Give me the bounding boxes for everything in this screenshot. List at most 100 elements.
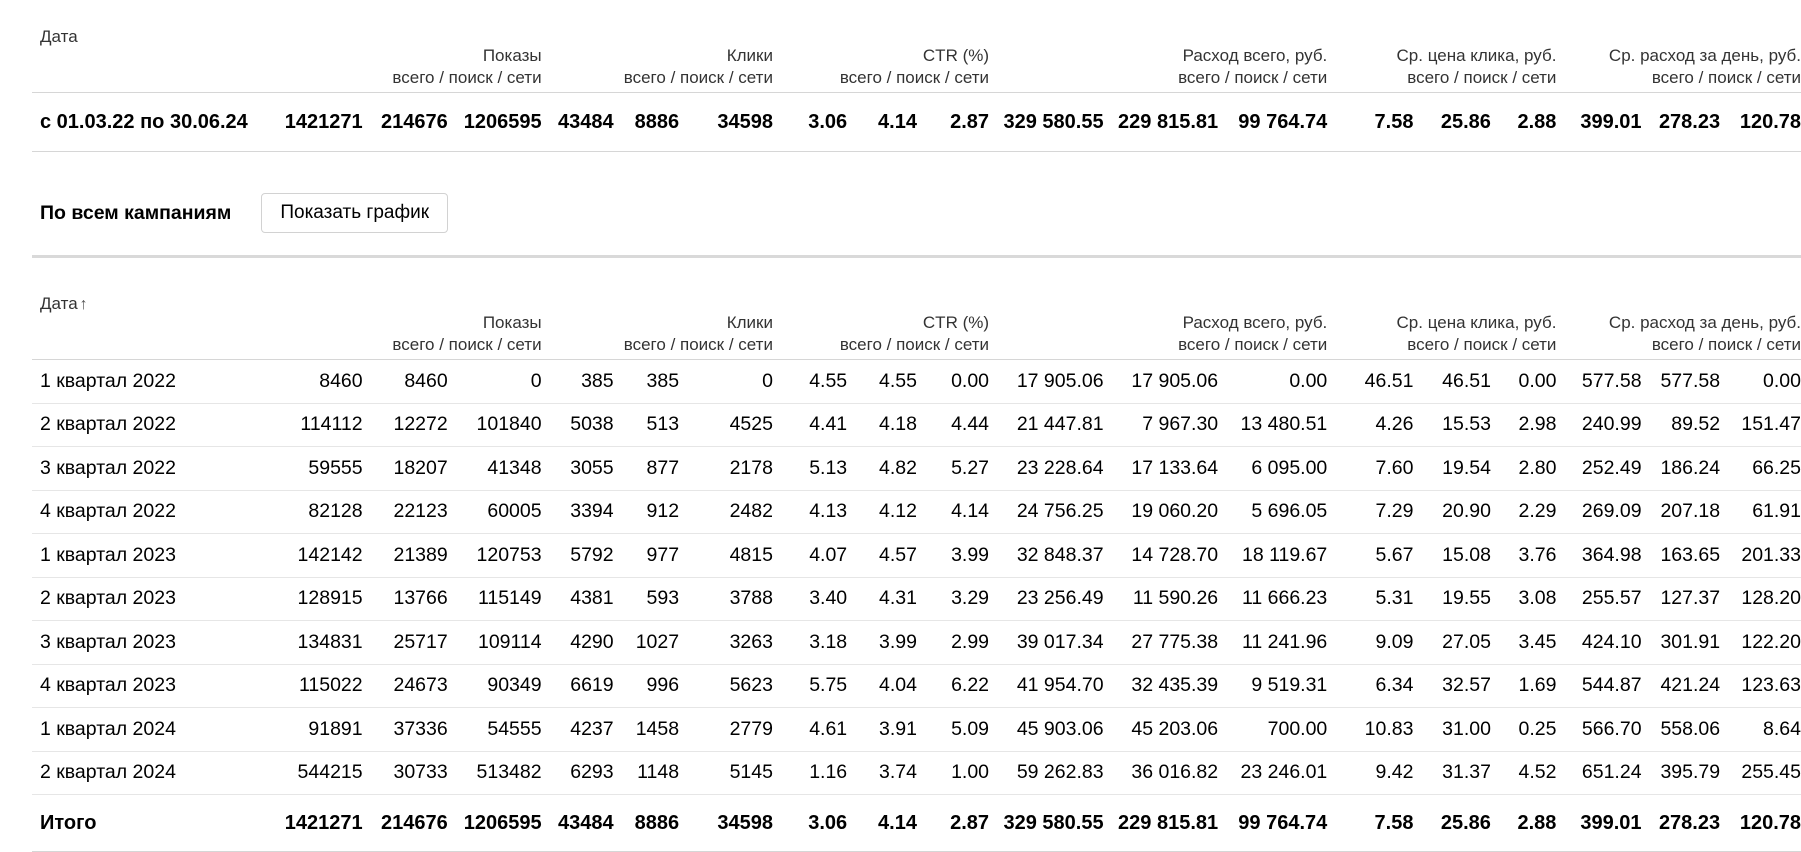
daily-sub-label: всего / поиск / сети (1651, 68, 1801, 87)
row-value-cell: 651.24 (1581, 761, 1642, 784)
col-date-header: Дата (32, 14, 259, 93)
row-value-cell: 7.60 (1375, 456, 1414, 479)
row-value-cell: 0 (530, 369, 542, 392)
row-value-cell: 101840 (476, 413, 542, 436)
row-value-cell: 114112 (300, 413, 363, 436)
col-date-sort-header[interactable]: Дата ↑ (32, 281, 259, 360)
row-value-cell: 5.31 (1375, 587, 1414, 610)
row-value-cell: 558.06 (1660, 717, 1721, 740)
total-cell: 4.14 (878, 811, 917, 834)
row-value-cell: 240.99 (1581, 413, 1642, 436)
table-row: 4 квартал 2022 82128 22123 60005 3394 912 2482… (32, 490, 1801, 534)
row-value-cell: 385 (646, 369, 680, 392)
row-value-cell: 255.45 (1741, 761, 1801, 784)
row-value-cell: 4.82 (879, 456, 917, 479)
row-period-cell: 4 квартал 2023 (40, 674, 176, 697)
total-cell: 2.87 (950, 811, 990, 834)
row-value-cell: 122.20 (1741, 630, 1801, 653)
row-value-cell: 8.64 (1763, 717, 1801, 740)
section-title: По всем кампаниям (40, 201, 232, 224)
row-value-cell: 0.25 (1518, 717, 1557, 740)
row-value-cell: 109114 (477, 630, 542, 653)
col-cpc-header: Ср. цена клика, руб. всего / поиск / сети (1327, 14, 1557, 93)
clicks-sub-label: всего / поиск / сети (623, 335, 773, 354)
col-daily-header: Ср. расход за день, руб. всего / поиск / … (1556, 281, 1801, 360)
row-value-cell: 82128 (308, 500, 363, 523)
row-value-cell: 269.09 (1581, 500, 1642, 523)
row-value-cell: 3055 (570, 456, 614, 479)
row-value-cell: 1.00 (951, 761, 990, 784)
summary-cell: 2.87 (950, 110, 990, 133)
row-value-cell: 201.33 (1741, 543, 1801, 566)
row-value-cell: 4815 (729, 543, 773, 566)
col-impressions-header: Показы всего / поиск / сети (259, 14, 541, 93)
row-value-cell: 89.52 (1671, 413, 1721, 436)
row-value-cell: 54555 (487, 717, 542, 740)
row-value-cell: 5.75 (809, 674, 848, 697)
row-value-cell: 4.55 (879, 369, 917, 392)
row-value-cell: 4290 (570, 630, 614, 653)
row-value-cell: 17 905.06 (1016, 369, 1104, 392)
row-value-cell: 3.99 (951, 543, 990, 566)
summary-cell: 4.14 (878, 110, 917, 133)
row-value-cell: 134831 (297, 630, 363, 653)
row-value-cell: 395.79 (1660, 761, 1721, 784)
row-value-cell: 27 775.38 (1131, 630, 1219, 653)
row-value-cell: 66.25 (1752, 456, 1801, 479)
row-value-cell: 31.00 (1442, 717, 1491, 740)
row-value-cell: 996 (646, 674, 680, 697)
row-period-cell: 3 квартал 2022 (40, 456, 176, 479)
table-row: 3 квартал 2023 134831 25717 109114 4290 1027 3… (32, 621, 1801, 664)
row-value-cell: 45 903.06 (1016, 717, 1104, 740)
row-value-cell: 3.74 (879, 761, 917, 784)
row-value-cell: 11 241.96 (1241, 630, 1328, 653)
total-cell: 25.86 (1440, 811, 1491, 834)
row-value-cell: 46.51 (1364, 369, 1414, 392)
summary-cell: 43484 (557, 110, 614, 133)
row-value-cell: 5.27 (951, 456, 990, 479)
row-value-cell: 123.63 (1741, 674, 1801, 697)
row-period-cell: 4 квартал 2022 (40, 500, 176, 523)
row-value-cell: 15.08 (1442, 543, 1491, 566)
table-row: 1 квартал 2022 8460 8460 0 385 385 0 4.55 4.55 0.… (32, 360, 1801, 403)
col-cpc-header: Ср. цена клика, руб. всего / поиск / сети (1327, 281, 1557, 360)
row-value-cell: 60005 (487, 500, 542, 523)
show-chart-button[interactable]: Показать график (261, 193, 449, 233)
row-value-cell: 115149 (477, 587, 542, 610)
table-row: 1 квартал 2023 142142 21389 120753 5792 977 48… (32, 534, 1801, 577)
row-value-cell: 1458 (635, 717, 680, 740)
summary-cell: 8886 (634, 110, 680, 133)
row-value-cell: 424.10 (1581, 630, 1642, 653)
row-value-cell: 207.18 (1660, 500, 1721, 523)
row-value-cell: 1.69 (1518, 674, 1557, 697)
summary-cell: 34598 (717, 110, 773, 133)
row-value-cell: 37336 (393, 717, 448, 740)
spend-header-label: Расход всего, руб. (1182, 46, 1328, 65)
row-value-cell: 4381 (570, 587, 614, 610)
summary-cell: 214676 (380, 110, 448, 133)
row-value-cell: 27.05 (1442, 630, 1491, 653)
col-spend-header: Расход всего, руб. всего / поиск / сети (989, 14, 1327, 93)
row-value-cell: 566.70 (1581, 717, 1642, 740)
row-value-cell: 21 447.81 (1016, 413, 1104, 436)
row-value-cell: 13766 (393, 587, 448, 610)
row-value-cell: 11 590.26 (1132, 587, 1219, 610)
row-value-cell: 90349 (487, 674, 542, 697)
row-value-cell: 23 228.64 (1016, 456, 1104, 479)
row-value-cell: 4.55 (809, 369, 848, 392)
row-value-cell: 3788 (729, 587, 773, 610)
row-value-cell: 24673 (393, 674, 448, 697)
row-value-cell: 14 728.70 (1131, 543, 1219, 566)
row-value-cell: 10.83 (1364, 717, 1414, 740)
row-value-cell: 4.13 (809, 500, 848, 523)
row-value-cell: 2482 (729, 500, 773, 523)
row-value-cell: 3.91 (879, 717, 917, 740)
cpc-header-label: Ср. цена клика, руб. (1396, 46, 1557, 65)
row-period-cell: 1 квартал 2023 (40, 543, 176, 566)
row-value-cell: 421.24 (1660, 674, 1721, 697)
row-value-cell: 2.98 (1518, 413, 1557, 436)
ctr-sub-label: всего / поиск / сети (839, 68, 990, 87)
clicks-header-label: Клики (726, 313, 773, 332)
row-value-cell: 5.13 (809, 456, 848, 479)
spend-header-label: Расход всего, руб. (1182, 313, 1328, 332)
